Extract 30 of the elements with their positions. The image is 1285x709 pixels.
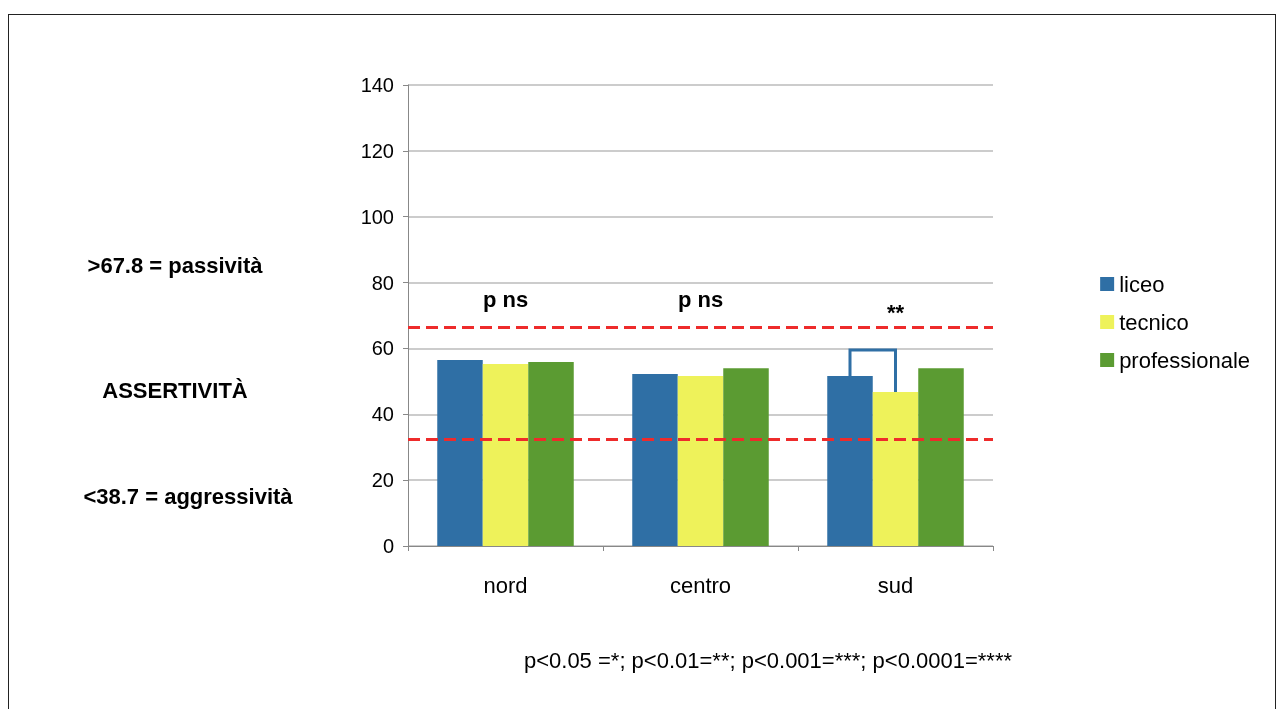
y-tick-label: 80 — [371, 271, 394, 294]
bar — [437, 359, 483, 546]
annotation: p ns — [482, 286, 529, 312]
y-tick-label: 40 — [371, 403, 394, 426]
y-tick-label: 60 — [371, 337, 394, 360]
bar — [827, 376, 873, 546]
y-tick-label: 140 — [360, 74, 394, 96]
x-tick-label: sud — [877, 572, 914, 598]
bar — [528, 361, 574, 546]
text: >67.8 = passività — [87, 252, 264, 278]
bar — [918, 368, 964, 546]
bar — [723, 368, 769, 546]
bar — [632, 374, 678, 546]
x-tick-label: nord — [483, 572, 528, 598]
bar — [482, 363, 529, 546]
text: ASSERTIVITÀ — [102, 377, 248, 403]
text: <38.7 = aggressività — [83, 483, 294, 509]
y-tick-label: 100 — [360, 205, 394, 228]
legend-label: professionale — [1119, 347, 1251, 373]
x-tick-label: centro — [669, 572, 732, 598]
legend-label: liceo — [1119, 271, 1165, 297]
y-tick-label: 120 — [360, 139, 394, 162]
y-tick-label: 20 — [371, 469, 394, 492]
annotation: ** — [886, 299, 905, 325]
y-tick-label: 0 — [382, 535, 394, 557]
text: p<0.05 =*; p<0.01=**; p<0.001=***; p<0.0001=**** — [523, 647, 1013, 673]
annotation: p ns — [677, 286, 724, 312]
bar — [677, 376, 724, 546]
legend-label: tecnico — [1119, 309, 1189, 335]
bar — [872, 391, 919, 546]
